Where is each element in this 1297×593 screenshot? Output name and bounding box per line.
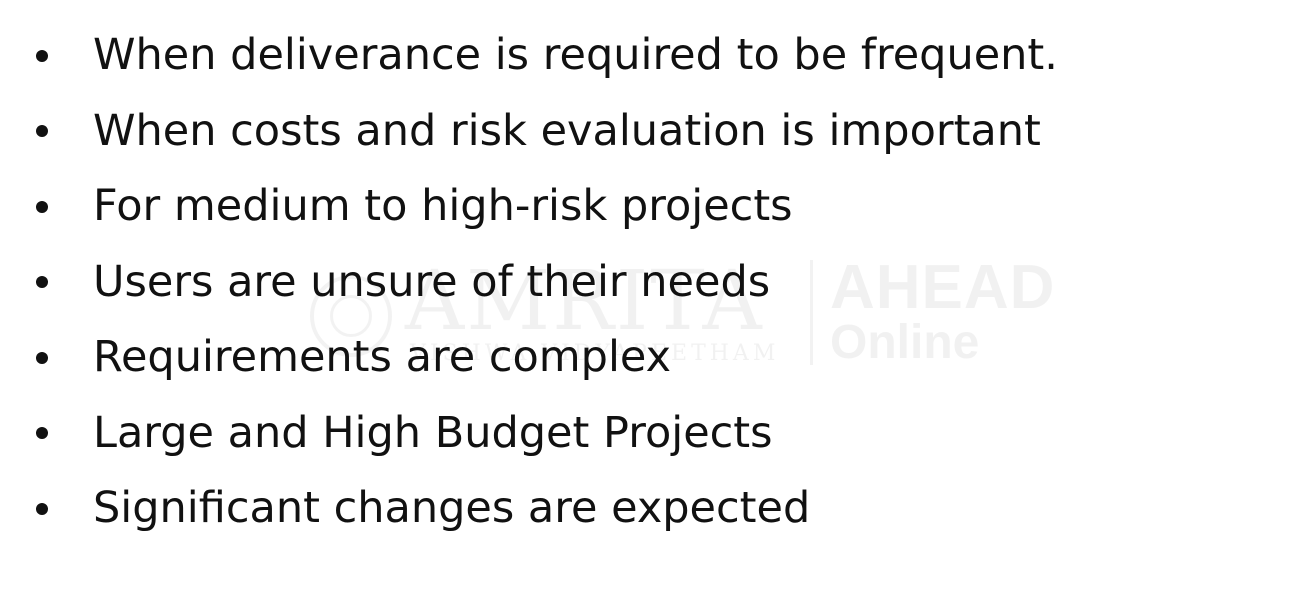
watermark-ahead-text: AHEAD [830,253,1056,322]
bullet-text: Users are unsure of their needs [93,256,771,307]
bullet-text: When deliverance is required to be frequ… [93,30,1058,81]
bullet-text: For medium to high-risk projects [93,181,793,232]
bullet-icon [36,49,48,62]
bullet-text: Large and High Budget Projects [93,407,773,458]
bullet-icon [36,125,48,138]
bullet-icon [36,276,48,289]
bullet-icon [36,351,48,364]
bullet-icon [36,427,48,440]
watermark-online-text: Online [830,316,980,369]
bullet-text: When costs and risk evaluation is import… [93,105,1041,156]
bullet-icon [36,502,48,515]
bullet-text: Significant changes are expected [93,483,811,534]
watermark-divider [810,260,813,365]
bullet-icon [36,200,48,213]
bullet-text: Requirements are complex [93,332,672,383]
